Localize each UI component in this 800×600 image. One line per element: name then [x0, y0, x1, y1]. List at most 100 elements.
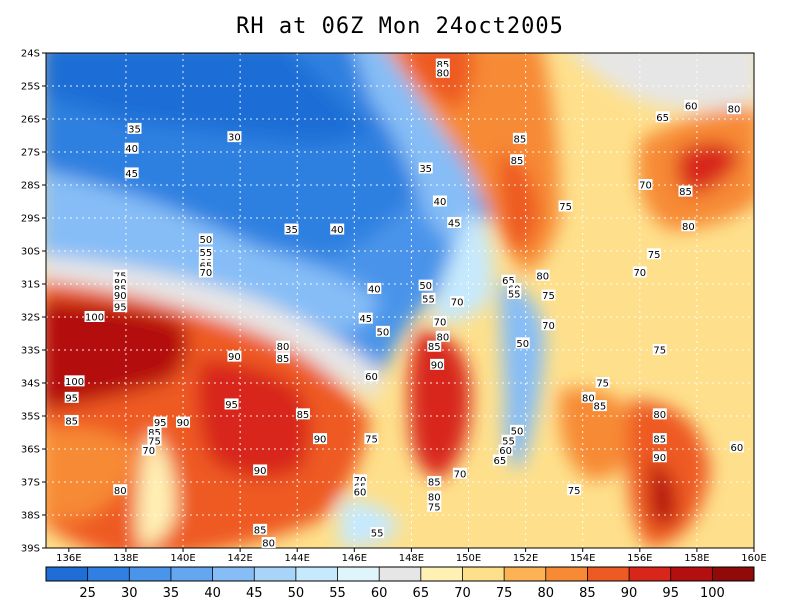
contour-label: 65 — [656, 113, 669, 124]
contour-label-bg — [450, 296, 465, 308]
x-tick-label: 142E — [227, 553, 252, 564]
contour-label: 70 — [142, 446, 155, 457]
contour-label-bg — [435, 58, 450, 70]
contour-label: 100 — [65, 377, 84, 388]
contour-label-bg — [253, 464, 268, 476]
contour-label-bg — [364, 433, 379, 445]
contour-label-bg — [353, 474, 368, 486]
contour-label-bg — [510, 424, 525, 436]
contour-label: 80 — [728, 105, 741, 116]
contour-label-bg — [113, 269, 128, 281]
colorbar-swatch — [87, 567, 130, 581]
contour-label: 90 — [177, 418, 190, 429]
contour-label-bg — [198, 266, 213, 278]
contour-label-bg — [652, 451, 667, 463]
colorbar-swatch — [212, 567, 255, 581]
contour-label-bg — [535, 269, 550, 281]
y-tick-label: 37S — [21, 478, 40, 489]
x-tick-label: 156E — [627, 553, 652, 564]
contour-label-bg — [498, 444, 513, 456]
contour-label: 70 — [434, 317, 447, 328]
contour-label-bg — [84, 311, 105, 322]
contour-label: 95 — [65, 393, 78, 404]
contour-label-bg — [124, 142, 139, 154]
colorbar-label: 30 — [121, 586, 138, 600]
x-tick-label: 144E — [285, 553, 310, 564]
contour-label-bg — [541, 319, 556, 331]
contour-label-bg — [330, 223, 345, 235]
contour-label-bg — [198, 246, 213, 258]
y-tick-label: 36S — [21, 445, 40, 456]
contour-label: 65 — [502, 276, 515, 287]
y-tick-label: 28S — [21, 181, 40, 192]
contour-label-bg — [501, 434, 516, 446]
contour-label-bg — [418, 279, 433, 291]
x-tick-label: 148E — [399, 553, 424, 564]
contour-label: 50 — [419, 281, 432, 292]
plot-frame — [45, 52, 755, 549]
contour-label: 90 — [653, 453, 666, 464]
colorbar-label: 55 — [329, 586, 346, 600]
contour-label: 50 — [200, 235, 213, 246]
contour-label: 70 — [454, 469, 467, 480]
contour-label: 75 — [648, 250, 661, 261]
contour-label-bg — [638, 179, 653, 190]
y-tick-label: 39S — [21, 544, 40, 555]
contour-label-bg — [558, 200, 573, 212]
contour-label-bg — [567, 484, 582, 496]
contour-label-bg — [364, 370, 379, 382]
map-title: RH at 06Z Mon 24oct2005 — [236, 14, 564, 39]
contour-label-bg — [652, 344, 667, 355]
contour-label-bg — [501, 274, 516, 286]
contour-label: 80 — [114, 486, 127, 497]
contour-label-bg — [435, 66, 450, 78]
contour-label: 55 — [508, 289, 521, 300]
contour-label: 75 — [365, 435, 378, 446]
contour-label: 40 — [331, 225, 344, 236]
colorbar-swatch — [545, 567, 588, 581]
contour-label: 40 — [368, 284, 381, 295]
contour-label: 85 — [436, 60, 449, 71]
colorbar-label: 80 — [537, 586, 554, 600]
colorbar-label: 40 — [204, 586, 221, 600]
colorbar-swatch — [504, 567, 547, 581]
contour-label-bg — [367, 282, 382, 294]
contour-label-bg — [430, 358, 445, 370]
contour-label: 90 — [254, 466, 267, 477]
contour-label: 85 — [514, 134, 527, 145]
contour-label: 85 — [428, 478, 441, 489]
x-tick-label: 146E — [342, 553, 367, 564]
y-tick-label: 30S — [21, 247, 40, 258]
contour-label-bg — [113, 276, 128, 288]
contour-label: 45 — [448, 218, 461, 229]
contour-label: 85 — [297, 410, 310, 421]
contour-label: 65 — [494, 456, 507, 467]
contour-label: 70 — [451, 298, 464, 309]
x-tick-label: 138E — [113, 553, 138, 564]
contour-label: 75 — [596, 379, 609, 390]
contour-label: 35 — [419, 164, 432, 175]
x-tick-label: 160E — [741, 553, 766, 564]
colorbar-label: 45 — [246, 586, 263, 600]
colorbar-swatch — [295, 567, 339, 581]
y-axis-ticks: 24S 25S 26S 27S 28S 29S 30S 31S 32S 33S 34S 35S 36S 3… — [21, 49, 46, 555]
contour-label: 80 — [536, 271, 549, 282]
colorbar-swatch — [670, 567, 713, 581]
colorbar-swatch — [712, 567, 755, 581]
contour-label-bg — [515, 337, 530, 349]
contour-label: 95 — [154, 418, 167, 429]
contour-label-bg — [227, 350, 242, 362]
contour-label-bg — [427, 340, 442, 352]
contour-label-bg — [507, 287, 522, 299]
colorbar-label: 100 — [700, 586, 725, 600]
contour-label-bg — [427, 476, 442, 487]
contour-label: 60 — [685, 101, 698, 112]
colorbar-swatch — [129, 567, 172, 581]
contour-label: 85 — [277, 354, 290, 365]
contour-label: 70 — [639, 181, 652, 192]
contour-label-bg — [652, 408, 667, 420]
contour-label-bg — [447, 216, 462, 228]
contour-label: 75 — [148, 436, 161, 447]
y-tick-label: 32S — [21, 313, 40, 324]
colorbar-label: 75 — [496, 586, 513, 600]
